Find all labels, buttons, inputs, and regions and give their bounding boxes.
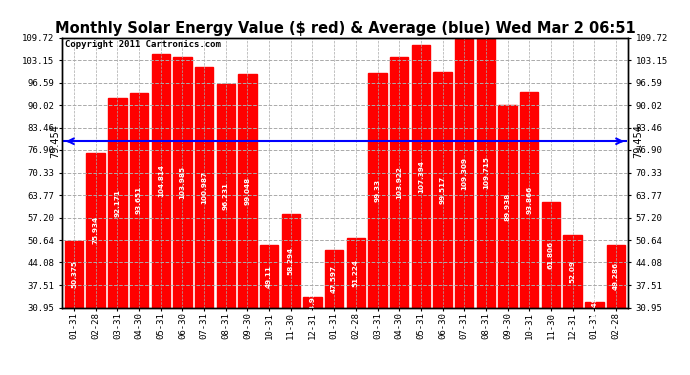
Bar [542,202,560,308]
Text: 109.309: 109.309 [461,157,467,190]
Text: 96.231: 96.231 [223,182,229,210]
Text: 58.294: 58.294 [288,247,294,275]
Text: 99.048: 99.048 [244,177,250,205]
Text: 51.224: 51.224 [353,259,359,287]
Bar [108,98,126,308]
Text: 75.934: 75.934 [92,216,99,244]
Text: 61.806: 61.806 [548,240,554,268]
Bar [65,241,83,308]
Text: 79.454: 79.454 [50,124,60,158]
Text: 104.814: 104.814 [158,165,164,197]
Text: 32.493: 32.493 [591,291,598,319]
Text: Copyright 2011 Cartronics.com: Copyright 2011 Cartronics.com [65,40,221,49]
Text: 79.454: 79.454 [633,124,644,158]
Bar [412,45,430,308]
Bar [152,54,170,307]
Text: 52.09: 52.09 [570,260,575,283]
Bar [498,105,517,308]
Text: 50.375: 50.375 [71,260,77,288]
Bar [433,72,452,308]
Text: 99.517: 99.517 [440,176,446,204]
Bar [325,251,344,308]
Text: 49.286: 49.286 [613,262,619,290]
Bar [455,39,473,308]
Bar [520,92,538,308]
Bar [86,153,105,308]
Text: 107.394: 107.394 [418,160,424,193]
Bar [282,214,300,308]
Text: 49.11: 49.11 [266,265,272,288]
Text: 109.715: 109.715 [483,156,489,189]
Bar [238,74,257,307]
Bar [585,302,604,307]
Bar [173,57,192,308]
Text: 47.597: 47.597 [331,265,337,293]
Text: 33.91: 33.91 [310,291,315,314]
Text: 93.651: 93.651 [136,186,142,214]
Text: 103.985: 103.985 [179,166,186,199]
Text: 99.33: 99.33 [375,179,380,202]
Bar [304,297,322,307]
Bar [130,93,148,308]
Bar [607,244,625,308]
Text: 93.866: 93.866 [526,186,532,214]
Text: 89.938: 89.938 [504,192,511,220]
Title: Monthly Solar Energy Value ($ red) & Average (blue) Wed Mar 2 06:51: Monthly Solar Energy Value ($ red) & Ave… [55,21,635,36]
Text: 100.987: 100.987 [201,171,207,204]
Bar [390,57,408,308]
Bar [368,73,386,308]
Bar [217,84,235,308]
Bar [260,245,278,308]
Bar [477,38,495,308]
Bar [346,238,365,308]
Bar [564,235,582,308]
Text: 92.171: 92.171 [115,189,120,216]
Text: 103.922: 103.922 [396,166,402,199]
Bar [195,68,213,308]
